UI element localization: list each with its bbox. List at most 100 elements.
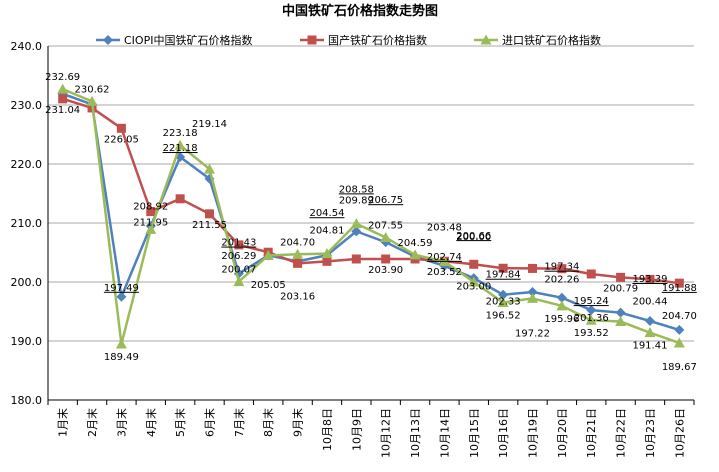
data-label: 203.16 — [280, 291, 315, 302]
data-point — [293, 258, 303, 268]
data-point — [322, 256, 332, 266]
data-label: 219.14 — [192, 119, 227, 130]
x-tick-label: 3月末 — [114, 408, 128, 437]
data-label: 200.66 — [456, 231, 491, 242]
data-label: 191.41 — [632, 341, 667, 352]
data-point — [644, 315, 655, 326]
data-label: 226.05 — [104, 134, 139, 145]
x-tick-label: 10月26日 — [673, 408, 686, 458]
data-label: 204.70 — [662, 311, 697, 322]
series-line — [62, 97, 680, 285]
data-label: 195.24 — [574, 296, 609, 307]
data-label: 209.89 — [339, 196, 374, 207]
data-point — [468, 276, 480, 287]
data-label: 211.95 — [133, 217, 168, 228]
x-tick-label: 10月16日 — [497, 408, 510, 458]
data-point — [409, 249, 421, 260]
data-label: 221.18 — [163, 143, 198, 154]
data-point — [673, 337, 685, 348]
x-tick-label: 10月9日 — [350, 408, 363, 451]
y-tick-label: 240.0 — [11, 40, 43, 53]
x-tick-label: 10月20日 — [556, 408, 569, 458]
data-label: 204.70 — [280, 237, 315, 248]
x-tick-label: 6月末 — [203, 408, 217, 437]
legend-label: CIOPI中国铁矿石价格指数 — [124, 33, 252, 47]
data-point — [557, 264, 567, 274]
data-label: 203.00 — [456, 281, 491, 292]
legend-label: 国产铁矿石价格指数 — [328, 33, 427, 47]
data-point — [380, 231, 392, 242]
data-label: 200.79 — [603, 283, 638, 294]
data-point — [438, 255, 450, 266]
data-point — [556, 300, 568, 311]
data-label: 211.55 — [192, 220, 227, 231]
data-point — [262, 249, 274, 260]
x-tick-label: 9月末 — [291, 408, 305, 437]
data-point — [86, 95, 98, 106]
data-label: 197.49 — [104, 283, 139, 294]
data-point — [615, 307, 626, 318]
y-tick-label: 180.0 — [11, 394, 43, 407]
data-label: 203.48 — [427, 222, 462, 233]
series-lines — [57, 83, 685, 349]
data-point — [204, 163, 215, 174]
data-label: 202.26 — [544, 275, 579, 286]
data-label: 204.54 — [309, 208, 344, 219]
y-tick-label: 190.0 — [11, 335, 43, 348]
data-point — [498, 289, 509, 300]
data-point — [174, 139, 186, 150]
data-point — [674, 278, 684, 288]
data-label: 197.34 — [544, 262, 579, 273]
legend-label: 进口铁矿石价格指数 — [502, 33, 601, 47]
data-label: 206.75 — [368, 195, 403, 206]
data-point — [527, 292, 538, 303]
data-point — [175, 194, 185, 204]
data-point — [528, 263, 537, 273]
chart-title: 中国铁矿石价格指数走势图 — [282, 3, 438, 19]
data-label: 197.84 — [486, 270, 521, 281]
data-label: 230.62 — [75, 84, 110, 95]
data-label: 189.49 — [104, 352, 139, 363]
legend-marker — [103, 35, 113, 45]
data-point — [616, 272, 626, 282]
x-tick-label: 8月末 — [261, 408, 275, 437]
data-label: 200.07 — [221, 265, 256, 276]
x-tick-label: 10月19日 — [527, 408, 540, 458]
data-point — [381, 254, 391, 264]
data-point — [469, 259, 479, 269]
data-point — [645, 274, 655, 284]
data-label: 231.04 — [45, 105, 80, 116]
data-point — [115, 338, 127, 349]
data-point — [205, 209, 214, 219]
data-label: 189.67 — [662, 362, 697, 373]
gridlines — [48, 45, 694, 401]
data-label: 197.22 — [515, 328, 550, 339]
series-line — [62, 87, 680, 346]
data-point — [585, 314, 597, 325]
x-tick-label: 5月末 — [173, 408, 187, 437]
data-point — [351, 254, 361, 264]
data-label: 200.44 — [632, 296, 667, 307]
data-point — [58, 94, 68, 104]
x-tick-label: 1月末 — [56, 408, 70, 437]
data-point — [644, 327, 656, 338]
data-point — [116, 123, 126, 133]
data-point — [57, 83, 69, 94]
legend: CIOPI中国铁矿石价格指数 国产铁矿石价格指数 进口铁矿石价格指数 — [96, 33, 601, 47]
data-label: 202.74 — [427, 252, 462, 263]
series-2 — [57, 83, 685, 349]
data-point — [145, 223, 157, 234]
data-label: 201.36 — [574, 313, 609, 324]
data-label: 203.52 — [427, 267, 462, 278]
x-tick-label: 10月14日 — [438, 408, 451, 458]
y-tick-label: 230.0 — [11, 99, 43, 112]
data-point — [234, 240, 244, 250]
data-point — [351, 226, 362, 237]
x-tick-label: 10月8日 — [321, 408, 334, 451]
x-tick-label: 10月15日 — [468, 408, 481, 458]
x-tick-label: 10月23日 — [644, 408, 657, 458]
data-point — [556, 292, 567, 303]
data-point — [350, 218, 362, 229]
